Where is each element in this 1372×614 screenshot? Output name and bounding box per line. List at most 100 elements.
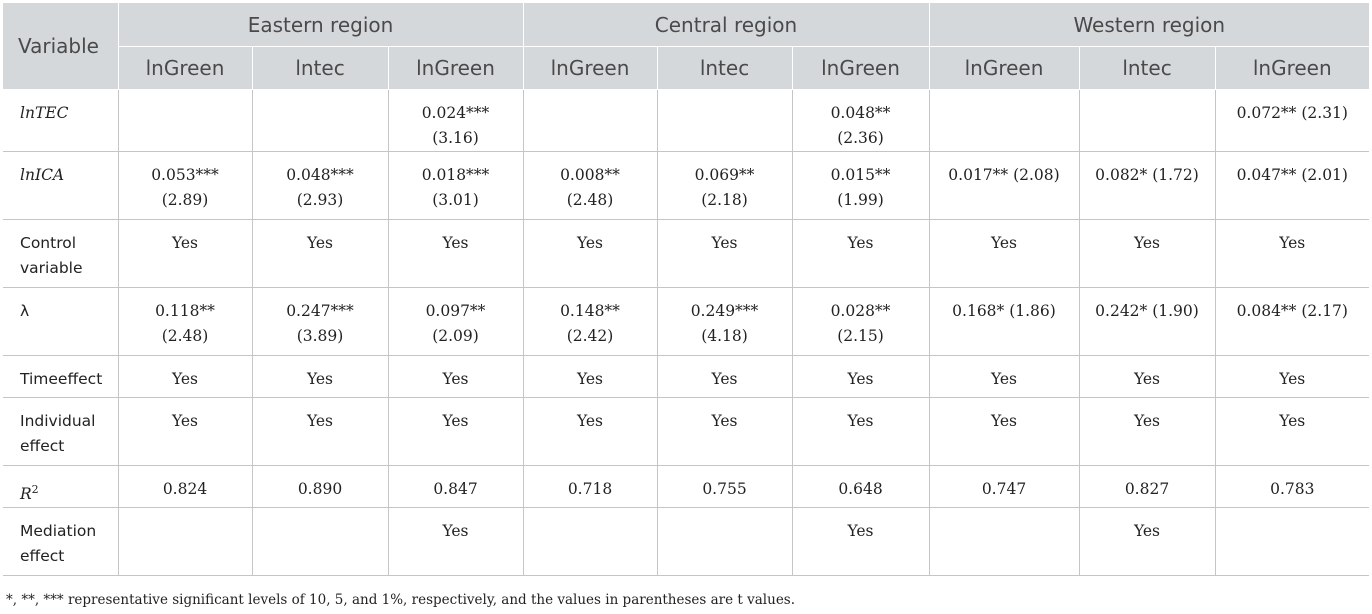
table-cell: 0.847: [388, 465, 524, 509]
row-label: λ: [3, 287, 119, 356]
column-header: lnGreen: [1215, 46, 1370, 90]
table-cell: 0.783: [1215, 465, 1370, 509]
table-cell: 0.048*** (2.93): [252, 151, 389, 220]
row-label: Mediation effect: [3, 507, 119, 577]
table-cell: Yes: [929, 397, 1080, 466]
header-row-regions: Variable Eastern region Central region W…: [3, 3, 1370, 90]
table-cell: Yes: [1079, 219, 1216, 288]
table-cell: Yes: [388, 507, 524, 577]
column-header: lntec: [657, 46, 793, 90]
table-cell: 0.148** (2.42): [523, 287, 658, 356]
table-row: lnICA 0.053*** (2.89) 0.048*** (2.93) 0.018…: [3, 151, 1370, 220]
table-cell: Yes: [792, 507, 930, 577]
table-cell: [523, 507, 658, 577]
table-cell: Yes: [118, 397, 253, 466]
table-cell: Yes: [252, 219, 389, 288]
column-header: lntec: [252, 46, 389, 90]
column-header: lnGreen: [523, 46, 658, 90]
table-cell: 0.242* (1.90): [1079, 287, 1216, 356]
row-label-text: Individual effect: [20, 412, 96, 455]
table-cell: [929, 89, 1080, 152]
table-cell: Yes: [657, 355, 793, 398]
column-header: lnGreen: [388, 46, 524, 90]
table-row: Timeeffect Yes Yes Yes Yes Yes Yes Yes Yes Yes: [3, 355, 1370, 398]
table-cell: 0.247*** (3.89): [252, 287, 389, 356]
table-cell: 0.718: [523, 465, 658, 509]
row-label: lnICA: [3, 151, 119, 220]
table-cell: Yes: [792, 355, 930, 398]
table-row: Individual effect Yes Yes Yes Yes Yes Yes Yes Ye…: [3, 397, 1370, 466]
row-label-text: λ: [20, 302, 30, 320]
column-header: lnGreen: [118, 46, 253, 90]
table-cell: 0.118** (2.48): [118, 287, 253, 356]
row-label: Timeeffect: [3, 355, 119, 398]
footnote: *, **, *** representative significant le…: [6, 592, 796, 608]
table-cell: Yes: [252, 397, 389, 466]
table-cell: Yes: [1079, 397, 1216, 466]
column-header: lntec: [1079, 46, 1216, 90]
table-cell: Yes: [657, 397, 793, 466]
table-row: Mediation effect Yes Yes Yes: [3, 507, 1370, 577]
table-cell: 0.168* (1.86): [929, 287, 1080, 356]
row-label-text: Mediation effect: [20, 522, 97, 566]
table-cell: Yes: [1079, 355, 1216, 398]
table-cell: [1215, 507, 1370, 577]
table-cell: Yes: [1215, 219, 1370, 288]
table-cell: [657, 89, 793, 152]
table-cell: Yes: [1215, 397, 1370, 466]
column-header: lnGreen: [792, 46, 930, 90]
table-cell: 0.008** (2.48): [523, 151, 658, 220]
table-cell: 0.082* (1.72): [1079, 151, 1216, 220]
variable-header: Variable: [3, 3, 119, 90]
region-header-eastern: Eastern region: [118, 3, 524, 47]
row-label-text: lnICA: [20, 166, 65, 184]
table-cell: Yes: [523, 355, 658, 398]
table-cell: [252, 507, 389, 577]
table-cell: Yes: [252, 355, 389, 398]
table-row: R2 0.824 0.890 0.847 0.718 0.755 0.648 0.747 0.8…: [3, 465, 1370, 509]
row-label-text: Control variable: [20, 234, 83, 277]
row-label: R2: [3, 465, 119, 509]
table-cell: [1079, 89, 1216, 152]
table-cell: 0.028** (2.15): [792, 287, 930, 356]
table-cell: Yes: [523, 397, 658, 466]
table-cell: Yes: [388, 397, 524, 466]
table-cell: 0.072** (2.31): [1215, 89, 1370, 152]
region-header-central: Central region: [523, 3, 930, 47]
table-cell: 0.018*** (3.01): [388, 151, 524, 220]
table-cell: Yes: [118, 219, 253, 288]
table-cell: [657, 507, 793, 577]
table-cell: Yes: [388, 355, 524, 398]
table-cell: Yes: [792, 397, 930, 466]
table-cell: [118, 507, 253, 577]
table-cell: 0.024*** (3.16): [388, 89, 524, 152]
table-cell: 0.827: [1079, 465, 1216, 509]
table-cell: Yes: [929, 355, 1080, 398]
row-label-text: R: [20, 485, 32, 504]
table-cell: 0.249*** (4.18): [657, 287, 793, 356]
table-cell: Yes: [388, 219, 524, 288]
table-cell: 0.015** (1.99): [792, 151, 930, 220]
table-cell: 0.047** (2.01): [1215, 151, 1370, 220]
table-body: lnTEC 0.024*** (3.16) 0.048** (2.36) 0.072*…: [3, 89, 1370, 577]
row-label: lnTEC: [3, 89, 119, 152]
table-cell: Yes: [1215, 355, 1370, 398]
row-label: Individual effect: [3, 397, 119, 466]
table-cell: Yes: [118, 355, 253, 398]
table-cell: 0.084** (2.17): [1215, 287, 1370, 356]
region-header-western: Western region: [929, 3, 1370, 47]
row-label-text: lnTEC: [20, 104, 69, 122]
table-cell: 0.097** (2.09): [388, 287, 524, 356]
results-table: Variable Eastern region Central region W…: [3, 3, 1370, 577]
row-label: Control variable: [3, 219, 119, 288]
table-cell: 0.824: [118, 465, 253, 509]
row-label-superscript: 2: [31, 483, 39, 496]
table-row: λ 0.118** (2.48) 0.247*** (3.89) 0.097** (2…: [3, 287, 1370, 356]
table-cell: 0.048** (2.36): [792, 89, 930, 152]
table-cell: [118, 89, 253, 152]
table-cell: 0.648: [792, 465, 930, 509]
table-cell: 0.755: [657, 465, 793, 509]
header-row-columns: lnGreen lntec lnGreen lnGreen lntec lnGr…: [3, 46, 1370, 90]
table-cell: Yes: [657, 219, 793, 288]
table-row: Control variable Yes Yes Yes Yes Yes Yes Yes Yes…: [3, 219, 1370, 288]
